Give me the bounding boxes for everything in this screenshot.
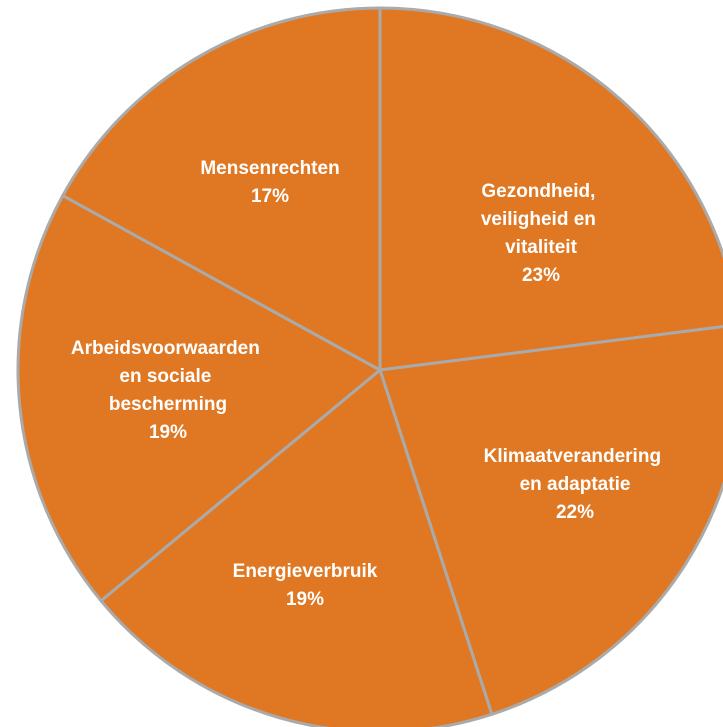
label-line: Energieverbruik — [233, 561, 378, 582]
label-line: Arbeidsvoorwaarden — [71, 338, 265, 359]
pie-slice — [378, 6, 723, 372]
slice-value: 19% — [286, 589, 324, 610]
label-line: en adaptatie — [520, 474, 631, 495]
pie-slice — [16, 193, 383, 603]
slice-value: 22% — [556, 502, 594, 523]
slice-label: Energieverbruik — [233, 561, 378, 582]
slice-label: Mensenrechten — [200, 158, 339, 179]
label-line: bescherming — [109, 394, 227, 415]
label-line: en sociale — [119, 366, 216, 387]
pie-slice — [60, 6, 382, 373]
slice-label: Arbeidsvoorwaarden en sociale beschermin… — [71, 338, 265, 415]
label-line: Klimaatverandering — [484, 446, 667, 467]
slice-value: 17% — [251, 186, 289, 207]
slice-label: Klimaatverandering en adaptatie — [484, 446, 667, 495]
pie-slice — [378, 325, 723, 717]
label-line: Gezondheid, — [481, 181, 600, 202]
label-line: vitaliteit — [505, 237, 577, 258]
slice-value: 23% — [522, 265, 560, 286]
slice-label: Gezondheid, veiligheid en vitaliteit — [481, 181, 601, 258]
label-line: Mensenrechten — [200, 158, 339, 179]
label-line: veiligheid en — [481, 209, 601, 230]
slice-value: 19% — [149, 422, 187, 443]
